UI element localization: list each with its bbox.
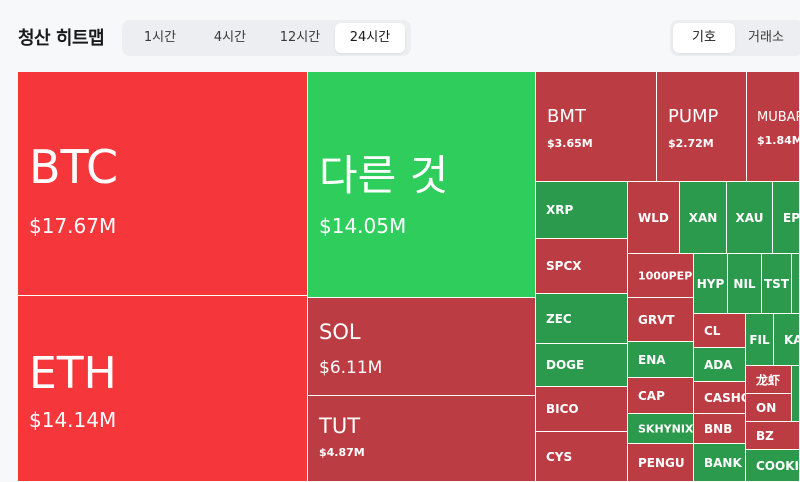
time-option-4h[interactable]: 4시간 xyxy=(213,30,247,45)
page-title: 청산 히트맵 xyxy=(18,28,105,49)
tile-symbol: HYP xyxy=(696,276,725,291)
heatmap-tile-xrp[interactable]: XRP xyxy=(536,182,628,239)
heatmap-tile-other[interactable]: 다른 것 $14.05M xyxy=(308,72,536,298)
header: 청산 히트맵 1시간 4시간 12시간 24시간 기호 거래소 xyxy=(0,0,800,72)
heatmap-tile-ada[interactable]: ADA xyxy=(694,348,746,382)
heatmap-tile-sol[interactable]: SOL $6.11M xyxy=(308,298,536,396)
heatmap-tile-wld[interactable]: WLD xyxy=(628,182,680,254)
tile-value: $4.87M xyxy=(319,446,365,459)
heatmap-tile-eth[interactable]: ETH $14.14M xyxy=(18,296,308,482)
heatmap-tile-cashca[interactable]: CASHCA xyxy=(694,382,746,414)
tile-symbol: BTC xyxy=(29,140,119,194)
time-option-12h[interactable]: 12시간 xyxy=(279,30,321,45)
heatmap-tile-bz[interactable]: BZ xyxy=(746,422,800,450)
tile-symbol: WLD xyxy=(638,210,669,225)
tile-value: $17.67M xyxy=(29,214,117,238)
tile-symbol: 龙虾 xyxy=(756,373,781,387)
tile-value: $6.11M xyxy=(319,358,383,378)
tile-symbol: BNB xyxy=(704,421,733,436)
heatmap-tile-xau[interactable]: XAU xyxy=(727,182,773,254)
tile-symbol: CAP xyxy=(638,388,665,403)
heatmap-tile-zec[interactable]: ZEC xyxy=(536,294,628,344)
group-by-selector: 기호 거래소 xyxy=(670,20,800,56)
heatmap-tile-pump[interactable]: PUMP $2.72M xyxy=(657,72,747,182)
heatmap-tile-extra[interactable] xyxy=(792,254,800,314)
tile-value: $2.72M xyxy=(668,137,714,150)
tile-symbol: DOGE xyxy=(546,358,585,372)
heatmap-tile-fil[interactable]: FIL xyxy=(746,314,774,366)
tile-symbol: 1000PEPE xyxy=(638,269,694,282)
heatmap-tile-mubar[interactable]: MUBAR $1.84M xyxy=(747,72,800,182)
tile-symbol: XAU xyxy=(735,210,764,225)
tile-symbol: ON xyxy=(756,400,777,415)
heatmap-tile-nil[interactable]: NIL xyxy=(728,254,762,314)
heatmap-tile-bico[interactable]: BICO xyxy=(536,387,628,432)
tile-symbol: MUBAR xyxy=(757,110,800,125)
tile-symbol: PUMP xyxy=(668,106,719,127)
heatmap-tile-bmt[interactable]: BMT $3.65M xyxy=(536,72,657,182)
heatmap-tile-epi[interactable]: EPI xyxy=(773,182,800,254)
tile-value: $1.84M xyxy=(757,134,800,147)
group-option-symbol[interactable]: 기호 xyxy=(673,23,735,53)
heatmap-tile-xan[interactable]: XAN xyxy=(680,182,727,254)
tile-symbol: KA xyxy=(784,332,799,347)
heatmap: BTC $17.67M ETH $14.14M 다른 것 $14.05M SOL… xyxy=(18,72,800,482)
heatmap-tile-skhynix[interactable]: SKHYNIX xyxy=(628,414,694,444)
time-option-24h[interactable]: 24시간 xyxy=(335,23,405,53)
heatmap-tile-btc[interactable]: BTC $17.67M xyxy=(18,72,308,296)
group-option-exchange[interactable]: 거래소 xyxy=(748,30,784,45)
heatmap-tile-tut[interactable]: TUT $4.87M xyxy=(308,396,536,482)
heatmap-tile-cap[interactable]: CAP xyxy=(628,378,694,414)
tile-symbol: TST xyxy=(763,276,790,291)
tile-symbol: CYS xyxy=(546,449,573,464)
tile-symbol: XAN xyxy=(688,210,718,225)
tile-value: $3.65M xyxy=(547,137,593,150)
tile-symbol: ETH xyxy=(29,348,117,399)
heatmap-tile-extra2[interactable] xyxy=(792,366,800,422)
heatmap-tile-hyp[interactable]: HYP xyxy=(694,254,728,314)
heatmap-tile-bnb[interactable]: BNB xyxy=(694,414,746,444)
heatmap-tile-doge[interactable]: DOGE xyxy=(536,344,628,387)
heatmap-tile-bank[interactable]: BANK xyxy=(694,444,746,482)
heatmap-tile-longxia[interactable]: 龙虾 xyxy=(746,366,792,394)
heatmap-tile-cooki[interactable]: COOKI xyxy=(746,450,800,482)
tile-symbol: CASHCA xyxy=(704,390,745,405)
heatmap-tile-pengu[interactable]: PENGU xyxy=(628,444,694,482)
heatmap-tile-on[interactable]: ON xyxy=(746,394,792,422)
heatmap-tile-1000pepe[interactable]: 1000PEPE xyxy=(628,254,694,298)
tile-symbol: ZEC xyxy=(546,311,572,326)
tile-symbol: COOKI xyxy=(756,458,799,473)
tile-symbol: BICO xyxy=(546,402,579,416)
heatmap-tile-grvt[interactable]: GRVT xyxy=(628,298,694,342)
tile-symbol: CL xyxy=(704,323,721,338)
heatmap-tile-cys[interactable]: CYS xyxy=(536,432,628,482)
heatmap-tile-cl[interactable]: CL xyxy=(694,314,746,348)
tile-symbol: ENA xyxy=(638,352,666,367)
time-option-1h[interactable]: 1시간 xyxy=(143,30,177,45)
tile-value: $14.05M xyxy=(319,214,407,238)
tile-symbol: SKHYNIX xyxy=(638,422,694,435)
tile-symbol: SOL xyxy=(319,320,361,344)
time-range-selector: 1시간 4시간 12시간 24시간 xyxy=(122,20,411,56)
tile-symbol: NIL xyxy=(733,276,756,291)
tile-symbol: PENGU xyxy=(638,455,685,470)
tile-symbol: BMT xyxy=(547,106,586,127)
tile-symbol: EPI xyxy=(783,210,800,225)
tile-symbol: SPCX xyxy=(546,259,582,273)
heatmap-tile-ka[interactable]: KA xyxy=(774,314,800,366)
tile-symbol: XRP xyxy=(546,203,574,217)
tile-symbol: BZ xyxy=(756,428,774,443)
tile-symbol: FIL xyxy=(749,332,770,347)
tile-value: $14.14M xyxy=(29,408,117,432)
heatmap-tile-tst[interactable]: TST xyxy=(762,254,792,314)
tile-symbol: ADA xyxy=(704,357,733,372)
tile-symbol: GRVT xyxy=(638,312,675,327)
tile-symbol: BANK xyxy=(704,455,742,470)
heatmap-tile-spcx[interactable]: SPCX xyxy=(536,239,628,294)
heatmap-tile-ena[interactable]: ENA xyxy=(628,342,694,378)
tile-symbol: 다른 것 xyxy=(319,151,449,200)
tile-symbol: TUT xyxy=(319,414,361,438)
